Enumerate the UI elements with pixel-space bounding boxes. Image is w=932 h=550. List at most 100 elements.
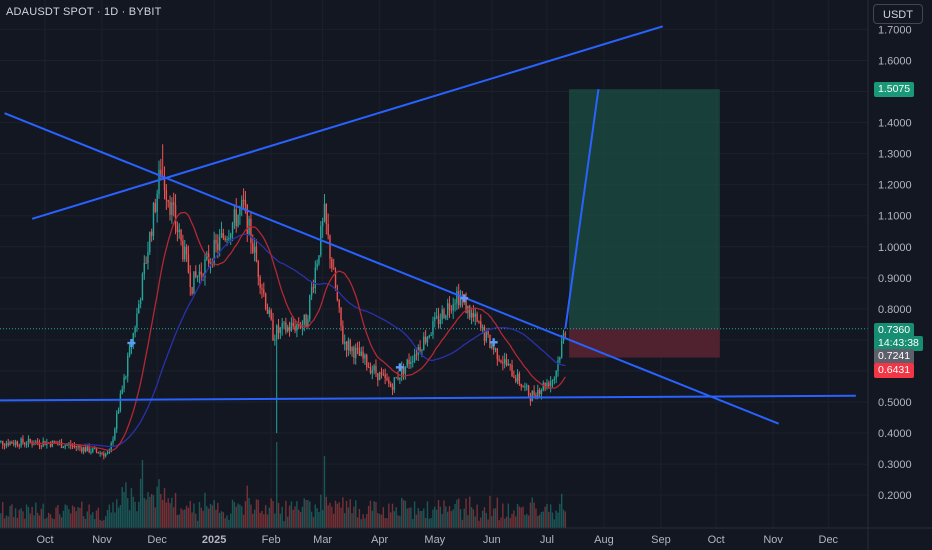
candle-body bbox=[233, 209, 236, 223]
volume-bar bbox=[88, 504, 90, 528]
volume-bar bbox=[303, 498, 305, 528]
volume-bar bbox=[329, 502, 331, 528]
candle-body bbox=[9, 441, 11, 446]
candle-body bbox=[469, 305, 471, 318]
candle-body bbox=[559, 357, 561, 361]
candle-body bbox=[378, 372, 381, 381]
volume-bar bbox=[301, 506, 304, 528]
candle-body bbox=[145, 262, 147, 264]
volume-bar bbox=[515, 516, 517, 528]
candle-body bbox=[476, 313, 478, 322]
candle-body bbox=[173, 202, 175, 205]
volume-bar bbox=[518, 506, 521, 528]
volume-bar bbox=[557, 512, 559, 528]
candle-body bbox=[524, 386, 526, 388]
volume-bar bbox=[35, 502, 37, 528]
candle-body bbox=[388, 379, 390, 384]
candle-body bbox=[95, 448, 98, 452]
candle-body bbox=[500, 360, 502, 363]
candle-body bbox=[540, 389, 543, 394]
candle-body bbox=[441, 309, 443, 320]
current-price-label: 0.7360 bbox=[874, 323, 915, 338]
volume-bar bbox=[18, 509, 20, 528]
time-tick-label: Sep bbox=[651, 534, 671, 546]
trendlines[interactable] bbox=[0, 25, 856, 425]
candle-body bbox=[513, 376, 515, 379]
volume-bar bbox=[439, 506, 442, 528]
candle-body bbox=[174, 204, 177, 226]
volume-bar bbox=[511, 513, 513, 528]
volume-bar bbox=[79, 507, 81, 528]
volume-bar bbox=[215, 509, 217, 528]
candle-body bbox=[527, 385, 530, 396]
volume-bar bbox=[384, 518, 386, 528]
candle-body bbox=[116, 413, 118, 429]
volume-bar bbox=[114, 512, 116, 528]
volume-bar bbox=[448, 506, 451, 528]
volume-bar bbox=[268, 507, 271, 528]
volume-bars bbox=[0, 442, 567, 528]
volume-bar bbox=[527, 515, 530, 528]
candle-body bbox=[125, 376, 127, 378]
volume-bar bbox=[134, 501, 136, 528]
volume-bar bbox=[320, 494, 322, 528]
candle-body bbox=[117, 410, 120, 414]
candle-body bbox=[218, 236, 221, 250]
candle-body bbox=[110, 443, 112, 452]
volume-bar bbox=[560, 493, 563, 528]
candle-body bbox=[546, 382, 548, 389]
volume-bar bbox=[226, 515, 228, 528]
candle-body bbox=[413, 354, 416, 362]
candle-body bbox=[16, 441, 19, 446]
volume-bar bbox=[81, 501, 83, 528]
volume-bar bbox=[191, 512, 193, 528]
volume-bar bbox=[549, 504, 552, 528]
volume-bar bbox=[123, 491, 125, 528]
candle-body bbox=[399, 377, 401, 380]
volume-bar bbox=[158, 479, 160, 528]
candle-body bbox=[213, 240, 215, 265]
volume-bar bbox=[298, 509, 300, 528]
candle-body bbox=[412, 361, 414, 363]
volume-bar bbox=[323, 456, 326, 528]
candle-body bbox=[342, 325, 344, 344]
volume-bar bbox=[386, 518, 388, 528]
volume-bar bbox=[242, 514, 245, 528]
candle-body bbox=[515, 378, 517, 382]
candle-body bbox=[99, 452, 101, 454]
ma-slow-line bbox=[83, 233, 566, 448]
volume-bar bbox=[446, 511, 449, 528]
candle-body bbox=[373, 365, 375, 371]
plus-marker-icon bbox=[460, 294, 469, 303]
volume-bar bbox=[526, 513, 528, 528]
candle-body bbox=[410, 361, 412, 364]
candle-body bbox=[60, 442, 63, 448]
volume-bar bbox=[498, 520, 500, 528]
volume-bar bbox=[174, 492, 177, 528]
candle-body bbox=[156, 193, 158, 212]
volume-bar bbox=[204, 492, 206, 528]
time-axis[interactable]: Oct Nov Dec 2025 Feb Mar Apr May Jun Jul Aug Sep Oct… bbox=[0, 527, 932, 546]
candle-body bbox=[327, 223, 329, 236]
candle-body bbox=[364, 354, 366, 359]
volume-bar bbox=[25, 504, 28, 528]
candle-body bbox=[367, 367, 370, 369]
volume-bar bbox=[82, 516, 85, 528]
volume-bar bbox=[143, 497, 145, 528]
candle-body bbox=[86, 445, 88, 452]
candle-body bbox=[171, 202, 173, 215]
candle-body bbox=[106, 452, 109, 454]
candle-body bbox=[121, 388, 123, 394]
candle-body bbox=[485, 331, 487, 341]
candle-body bbox=[57, 443, 59, 445]
volume-bar bbox=[22, 511, 24, 528]
candle-body bbox=[40, 445, 43, 447]
currency-button[interactable]: USDT bbox=[873, 4, 923, 24]
loss-zone bbox=[569, 328, 720, 358]
price-tick-label: 0.4000 bbox=[878, 428, 912, 440]
candle-body bbox=[491, 345, 493, 349]
volume-bar bbox=[548, 511, 550, 528]
volume-bar bbox=[3, 518, 6, 528]
candle-body bbox=[176, 225, 179, 232]
